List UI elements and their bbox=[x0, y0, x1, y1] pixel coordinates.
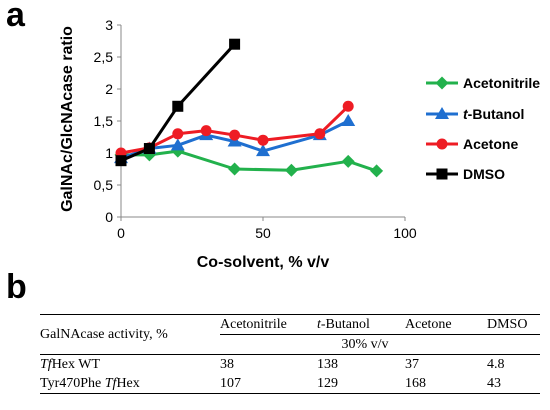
table-header-row: GalNAcase activity, % Acetonitrile t-But… bbox=[40, 314, 540, 355]
row-label-mutant-italic: Tf bbox=[104, 375, 117, 391]
y-tick-label: 0 bbox=[105, 209, 113, 225]
table-row: Tyr470Phe TfHex 107 129 168 43 bbox=[40, 374, 540, 394]
column-header-t-butanol: t-Butanol bbox=[317, 314, 405, 335]
x-axis-title: Co-solvent, % v/v bbox=[197, 254, 330, 271]
x-tick-label: 100 bbox=[393, 225, 417, 241]
cell-wt-acetonitrile: 38 bbox=[220, 354, 317, 374]
data-point bbox=[284, 163, 298, 177]
data-point bbox=[200, 125, 212, 137]
legend-label: Acetone bbox=[463, 136, 518, 152]
data-point bbox=[341, 154, 355, 168]
panel-a-label: a bbox=[6, 0, 25, 34]
row-label-wt: TfHex WT bbox=[40, 354, 220, 374]
data-point bbox=[170, 138, 185, 151]
data-point bbox=[370, 164, 384, 178]
data-point bbox=[143, 143, 155, 155]
x-tick-label: 50 bbox=[255, 225, 271, 241]
row-label-wt-rest: Hex WT bbox=[51, 356, 101, 372]
table-row-header: GalNAcase activity, % bbox=[40, 314, 220, 355]
legend-entry: DMSO bbox=[426, 166, 505, 182]
y-tick-label: 2 bbox=[105, 81, 113, 97]
cell-mutant-t-butanol: 129 bbox=[317, 374, 405, 394]
panel-b-label: b bbox=[6, 268, 27, 306]
legend-marker bbox=[435, 76, 449, 90]
data-point bbox=[229, 129, 241, 141]
activity-table: GalNAcase activity, % Acetonitrile t-But… bbox=[40, 314, 540, 394]
data-point bbox=[172, 128, 184, 140]
data-point bbox=[115, 155, 127, 167]
row-label-mutant-rest: Hex bbox=[116, 375, 140, 391]
y-tick-label: 3 bbox=[105, 17, 113, 33]
row-label-mutant: Tyr470Phe TfHex bbox=[40, 374, 220, 394]
chart-legend: Acetonitrile t-Butanol Acetone DMSO bbox=[426, 75, 540, 182]
column-header-acetone: Acetone bbox=[405, 314, 487, 335]
column-header-t-butanol-italic: t bbox=[317, 316, 321, 332]
y-tick-label: 2,5 bbox=[94, 49, 114, 65]
x-tick-label: 0 bbox=[117, 225, 125, 241]
data-point bbox=[172, 100, 184, 112]
chart-series bbox=[114, 38, 384, 178]
data-point bbox=[228, 162, 242, 176]
data-point bbox=[342, 100, 354, 112]
legend-marker bbox=[435, 107, 449, 119]
row-label-wt-italic: Tf bbox=[40, 356, 52, 372]
series-line bbox=[120, 43, 236, 163]
column-header-t-butanol-rest: -Butanol bbox=[320, 316, 370, 332]
legend-entry: Acetone bbox=[426, 136, 518, 152]
data-point bbox=[256, 144, 270, 157]
legend-label: DMSO bbox=[463, 166, 505, 182]
y-tick-label: 1,5 bbox=[94, 113, 114, 129]
legend-marker bbox=[436, 138, 448, 150]
cell-wt-acetone: 37 bbox=[405, 354, 487, 374]
table-subheader: 30% v/v bbox=[341, 336, 389, 352]
row-label-mutant-pre: Tyr470Phe bbox=[40, 375, 105, 391]
legend-label: t-Butanol bbox=[463, 106, 524, 122]
cell-wt-dmso: 4.8 bbox=[487, 354, 540, 374]
data-point bbox=[314, 128, 326, 140]
legend-entry: Acetonitrile bbox=[426, 75, 540, 91]
cell-mutant-acetonitrile: 107 bbox=[220, 374, 317, 394]
table-subheader-cell: 30% v/v bbox=[220, 334, 540, 355]
cell-mutant-dmso: 43 bbox=[487, 374, 540, 394]
line-chart: 0 0,5 1 1,5 2 2,5 3 0 50 100 Acetonitrile t-Butano… bbox=[59, 17, 540, 271]
chart-axes: 0 0,5 1 1,5 2 2,5 3 0 50 100 bbox=[94, 17, 417, 241]
table-row: TfHex WT 38 138 37 4.8 bbox=[40, 354, 540, 374]
data-point bbox=[257, 134, 269, 146]
data-point bbox=[229, 38, 241, 50]
legend-entry: t-Butanol bbox=[426, 106, 524, 122]
table-subheader-row: 30% v/v bbox=[40, 334, 540, 355]
series-line bbox=[121, 149, 378, 173]
column-header-acetonitrile: Acetonitrile bbox=[220, 314, 317, 335]
y-axis-title: GalNAc/GlcNAcase ratio bbox=[59, 26, 76, 212]
cell-mutant-acetone: 168 bbox=[405, 374, 487, 394]
cell-wt-t-butanol: 138 bbox=[317, 354, 405, 374]
y-tick-label: 1 bbox=[105, 145, 113, 161]
legend-label: Acetonitrile bbox=[463, 75, 540, 91]
data-point bbox=[341, 114, 356, 126]
column-header-dmso: DMSO bbox=[487, 314, 540, 335]
y-tick-label: 0,5 bbox=[94, 177, 114, 193]
legend-marker bbox=[436, 168, 448, 180]
series-dmso bbox=[115, 38, 241, 167]
